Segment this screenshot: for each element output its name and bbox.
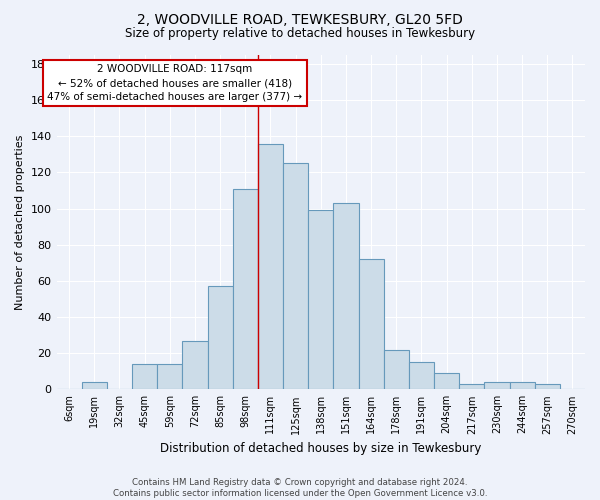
Bar xyxy=(157,364,182,390)
X-axis label: Distribution of detached houses by size in Tewkesbury: Distribution of detached houses by size … xyxy=(160,442,481,455)
Bar xyxy=(182,340,208,390)
Bar xyxy=(334,203,359,390)
Bar xyxy=(132,364,157,390)
Bar xyxy=(383,350,409,390)
Bar xyxy=(283,164,308,390)
Bar xyxy=(208,286,233,390)
Bar xyxy=(308,210,334,390)
Bar xyxy=(535,384,560,390)
Bar xyxy=(409,362,434,390)
Bar xyxy=(258,144,283,390)
Bar xyxy=(434,373,459,390)
Text: Size of property relative to detached houses in Tewkesbury: Size of property relative to detached ho… xyxy=(125,28,475,40)
Text: 2 WOODVILLE ROAD: 117sqm
← 52% of detached houses are smaller (418)
47% of semi-: 2 WOODVILLE ROAD: 117sqm ← 52% of detach… xyxy=(47,64,302,102)
Bar xyxy=(459,384,484,390)
Y-axis label: Number of detached properties: Number of detached properties xyxy=(15,134,25,310)
Text: 2, WOODVILLE ROAD, TEWKESBURY, GL20 5FD: 2, WOODVILLE ROAD, TEWKESBURY, GL20 5FD xyxy=(137,12,463,26)
Bar xyxy=(233,188,258,390)
Bar xyxy=(484,382,509,390)
Bar xyxy=(509,382,535,390)
Bar xyxy=(359,259,383,390)
Text: Contains HM Land Registry data © Crown copyright and database right 2024.
Contai: Contains HM Land Registry data © Crown c… xyxy=(113,478,487,498)
Bar xyxy=(82,382,107,390)
